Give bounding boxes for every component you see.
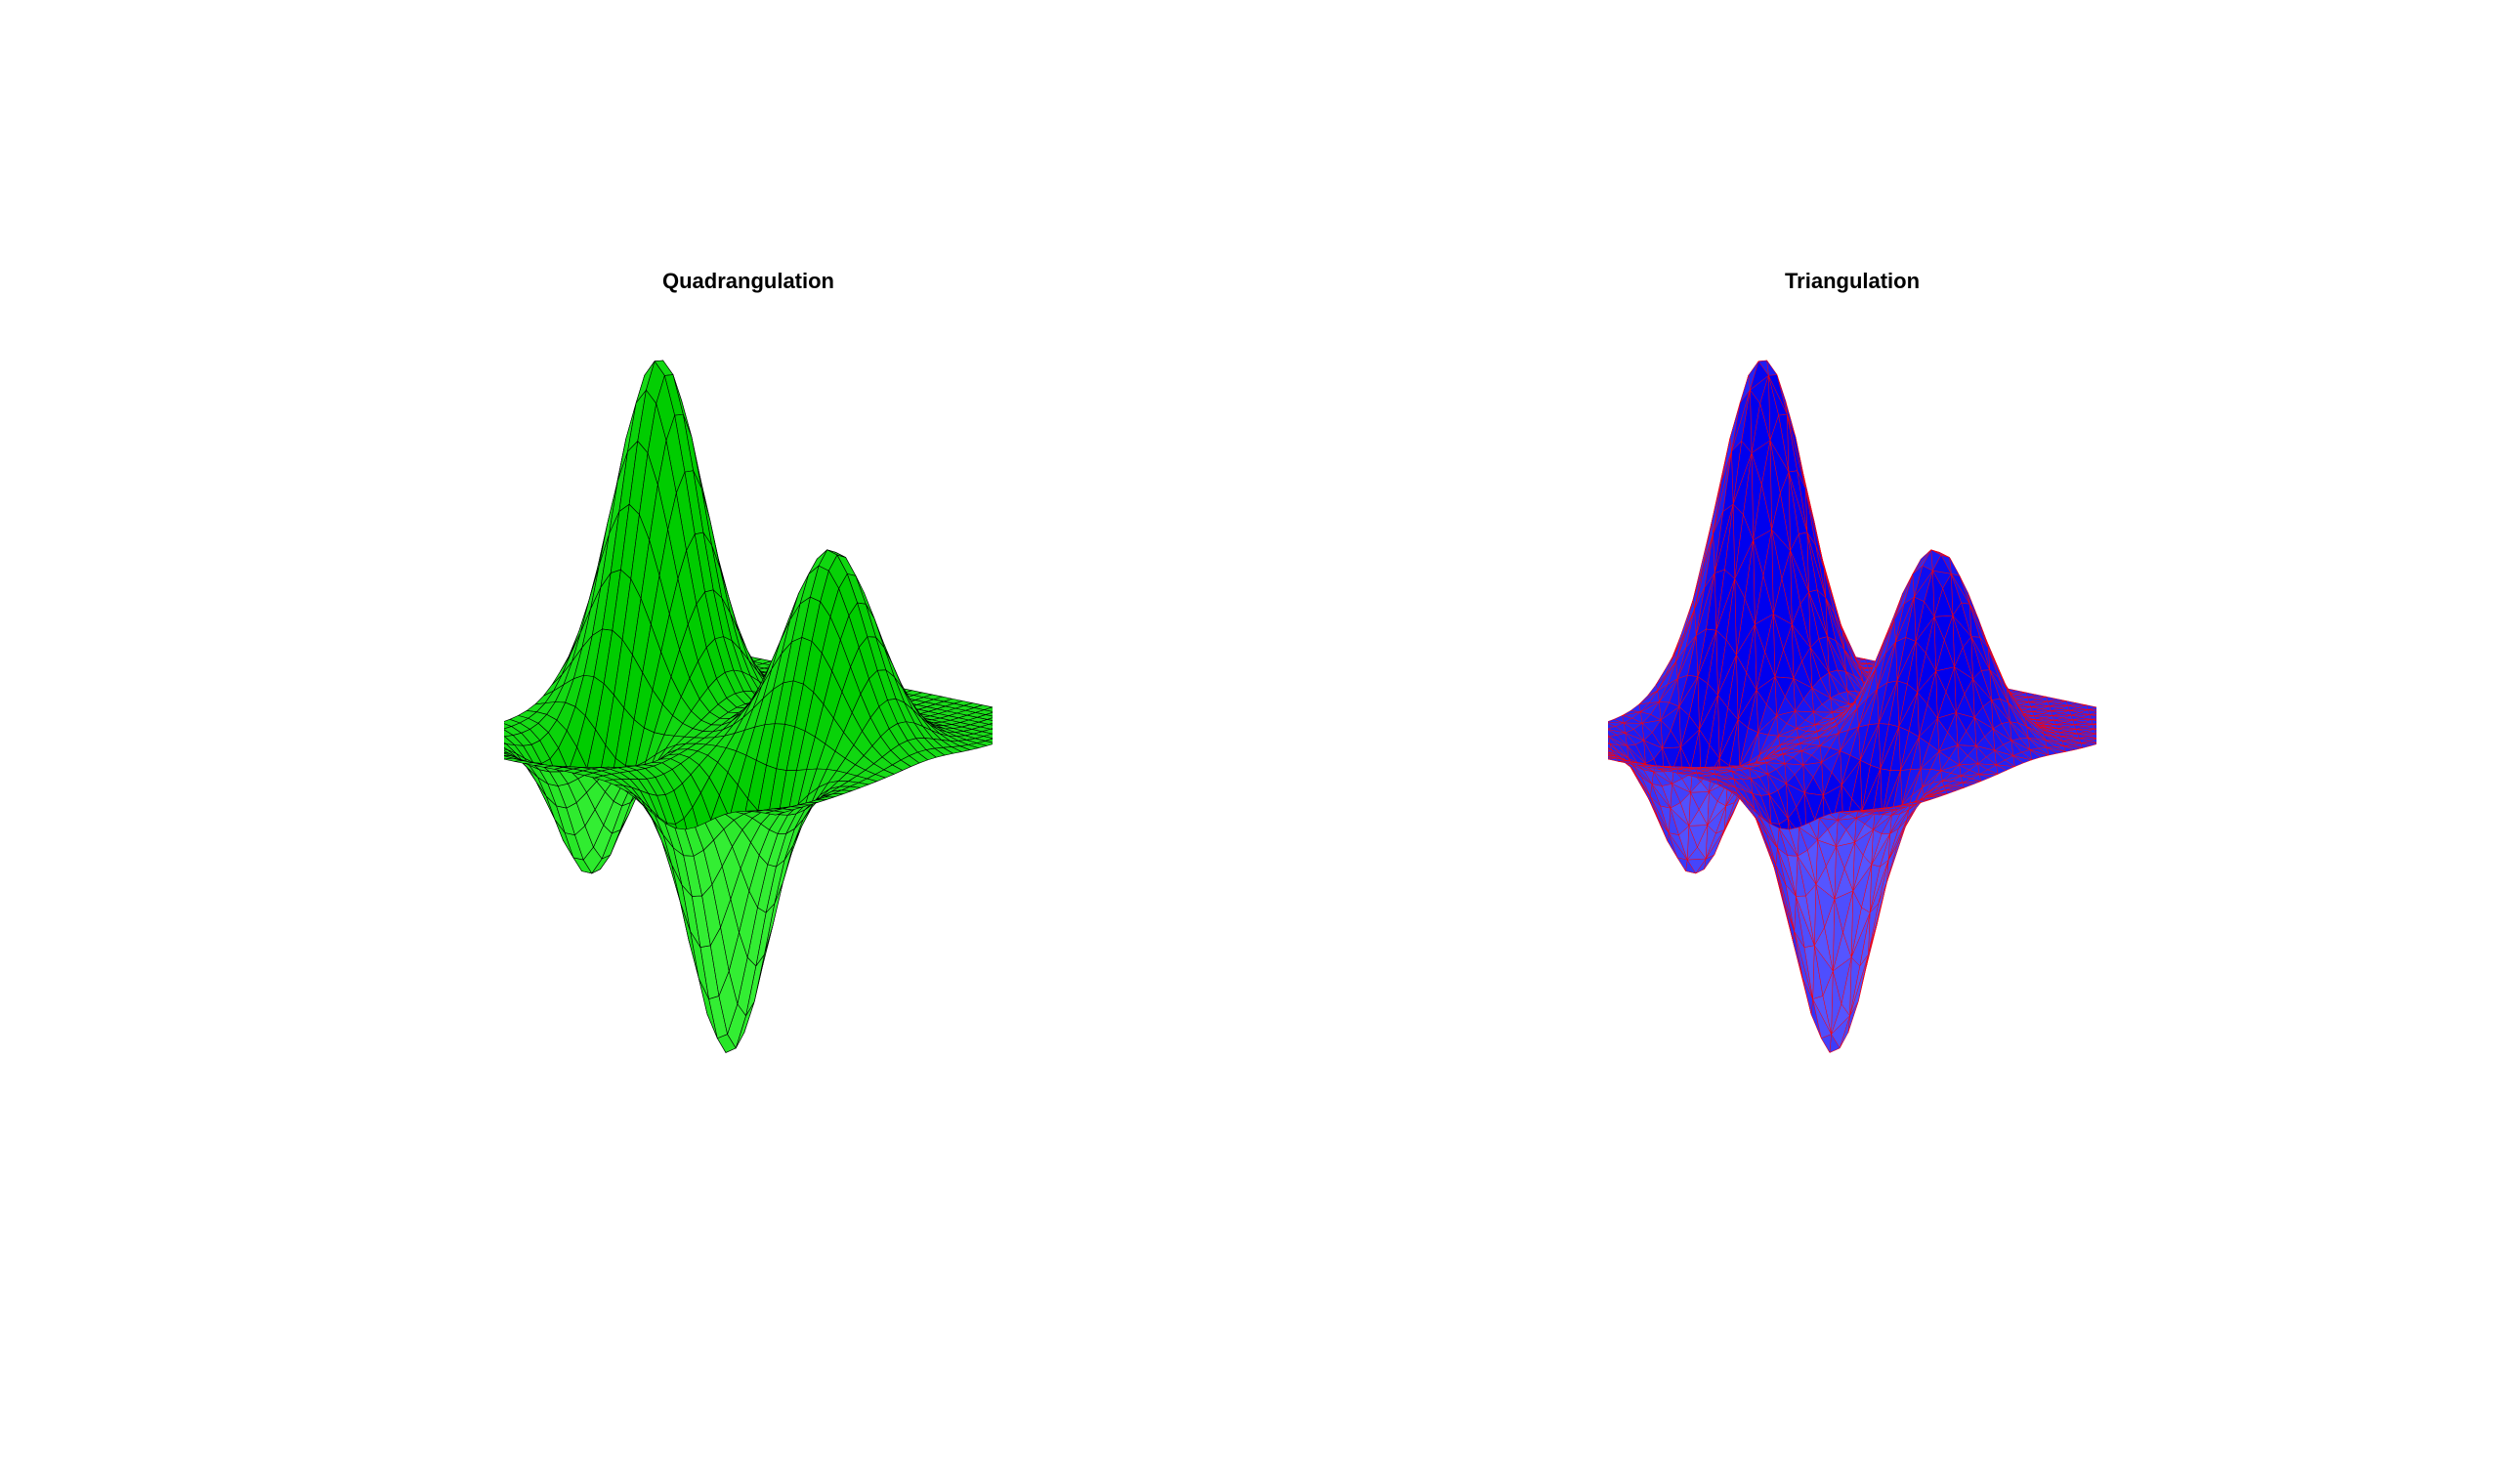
- triangle-mesh-face: [2091, 717, 2096, 720]
- triangle-mesh-face: [1869, 810, 1881, 816]
- triangle-mesh-face: [1608, 757, 1619, 762]
- triangle-mesh-face: [1608, 750, 1614, 754]
- panel-title: Quadrangulation: [662, 269, 834, 293]
- panel-title: Triangulation: [1784, 269, 1921, 293]
- triangulation-panel: Triangulation: [1413, 0, 2292, 1484]
- triangle-mesh-face: [1748, 806, 1759, 821]
- quad-surface-plot: [504, 360, 993, 1053]
- quad-mesh-face: [765, 810, 784, 816]
- triangle-mesh-face: [2088, 706, 2096, 710]
- triangle-mesh-face: [1647, 765, 1659, 770]
- quadrangulation-panel: Quadrangulation: [309, 0, 1188, 1484]
- triangle-mesh-face: [1608, 742, 1611, 744]
- quad-mesh-faces: [504, 360, 993, 1053]
- triangle-mesh-face: [1848, 810, 1860, 813]
- triangle-surface-plot: [1608, 360, 2096, 1053]
- triangle-mesh-face: [1728, 789, 1740, 798]
- triangle-mesh-face: [1829, 811, 1841, 821]
- triangle-mesh-face: [1789, 827, 1799, 857]
- triangle-mesh-face: [1668, 768, 1679, 774]
- triangle-mesh-face: [1608, 743, 1613, 750]
- quad-mesh-face: [987, 717, 993, 721]
- triangle-mesh-face: [2089, 711, 2096, 715]
- triangle-mesh-face: [1608, 736, 1611, 744]
- triangle-mesh-face: [1708, 779, 1719, 785]
- triangle-mesh-faces: [1608, 360, 2096, 1053]
- triangle-mesh-face: [1628, 762, 1639, 766]
- triangle-mesh-face: [1768, 823, 1780, 849]
- triangle-mesh-face: [1688, 772, 1699, 779]
- triangle-mesh-face: [1608, 746, 1613, 750]
- triangle-mesh-face: [1808, 818, 1820, 841]
